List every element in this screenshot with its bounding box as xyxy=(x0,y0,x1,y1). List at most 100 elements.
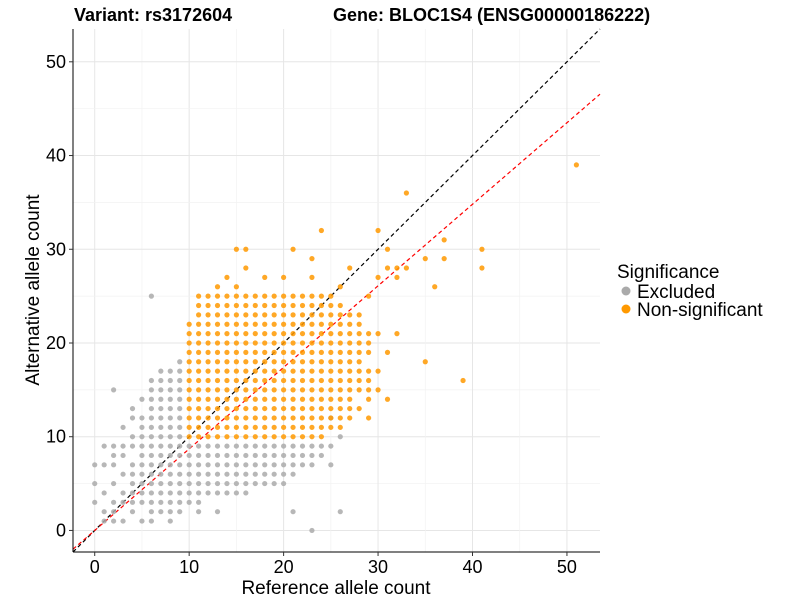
point-non-significant xyxy=(262,302,268,309)
point-non-significant xyxy=(271,321,277,327)
point-non-significant xyxy=(196,387,202,393)
point-non-significant xyxy=(224,340,230,346)
point-excluded xyxy=(177,462,183,468)
point-excluded xyxy=(129,443,136,449)
point-non-significant xyxy=(441,237,447,243)
point-excluded xyxy=(167,471,173,477)
x-tick-label: 10 xyxy=(179,557,199,577)
point-non-significant xyxy=(233,340,239,346)
point-non-significant xyxy=(196,302,202,309)
point-non-significant xyxy=(318,227,324,234)
point-excluded xyxy=(205,480,211,487)
point-excluded xyxy=(158,499,164,505)
point-non-significant xyxy=(318,396,324,402)
point-excluded xyxy=(177,490,183,496)
point-non-significant xyxy=(347,396,353,402)
point-non-significant xyxy=(290,387,296,393)
point-non-significant xyxy=(299,349,306,355)
point-excluded xyxy=(196,443,202,449)
point-non-significant xyxy=(290,331,296,337)
point-non-significant xyxy=(573,162,579,168)
point-excluded xyxy=(148,405,154,412)
point-non-significant xyxy=(214,340,221,346)
point-excluded xyxy=(214,480,221,487)
point-excluded xyxy=(177,405,183,412)
point-non-significant xyxy=(366,396,372,402)
point-non-significant xyxy=(337,302,343,309)
y-tick-label: 50 xyxy=(46,52,66,72)
legend-title: Significance xyxy=(617,262,719,283)
point-non-significant xyxy=(422,359,428,365)
point-non-significant xyxy=(356,312,362,318)
point-excluded xyxy=(309,462,315,468)
point-non-significant xyxy=(318,302,324,309)
point-excluded xyxy=(290,452,296,459)
point-non-significant xyxy=(394,274,400,280)
point-non-significant xyxy=(309,368,315,374)
point-non-significant xyxy=(262,387,268,393)
point-non-significant xyxy=(375,368,381,374)
y-tick-label: 10 xyxy=(46,427,66,447)
point-non-significant xyxy=(262,321,268,327)
point-excluded xyxy=(177,499,183,505)
point-excluded xyxy=(148,518,154,524)
point-excluded xyxy=(271,452,277,459)
point-non-significant xyxy=(318,312,324,318)
point-non-significant xyxy=(214,387,221,393)
point-excluded xyxy=(205,490,211,496)
point-non-significant xyxy=(224,368,230,374)
point-excluded xyxy=(299,462,306,468)
point-non-significant xyxy=(337,405,343,412)
point-non-significant xyxy=(196,405,202,412)
point-non-significant xyxy=(262,396,268,402)
point-excluded xyxy=(129,499,136,505)
point-non-significant xyxy=(271,340,277,346)
point-non-significant xyxy=(262,405,268,412)
point-excluded xyxy=(328,443,334,449)
point-excluded xyxy=(318,443,324,449)
point-excluded xyxy=(177,471,183,477)
point-excluded xyxy=(177,387,183,393)
point-non-significant xyxy=(243,434,249,440)
point-non-significant xyxy=(224,312,230,318)
point-non-significant xyxy=(309,405,315,412)
legend-key-non-significant xyxy=(621,304,631,314)
point-non-significant xyxy=(366,349,372,355)
point-non-significant xyxy=(366,293,372,299)
point-non-significant xyxy=(214,424,221,430)
point-non-significant xyxy=(328,340,334,346)
point-non-significant xyxy=(205,293,211,299)
point-excluded xyxy=(129,480,136,487)
point-non-significant xyxy=(243,387,249,393)
point-non-significant xyxy=(375,387,381,393)
point-non-significant xyxy=(432,284,438,290)
point-excluded xyxy=(281,443,287,449)
point-excluded xyxy=(158,405,164,412)
point-excluded xyxy=(281,452,287,459)
point-excluded xyxy=(214,462,221,468)
x-axis-title: Reference allele count xyxy=(241,578,431,599)
point-excluded xyxy=(139,518,145,524)
point-non-significant xyxy=(347,387,353,393)
point-non-significant xyxy=(214,415,221,421)
x-tick-label: 20 xyxy=(274,557,294,577)
point-excluded xyxy=(177,443,183,449)
point-excluded xyxy=(167,443,173,449)
point-non-significant xyxy=(290,293,296,299)
point-non-significant xyxy=(281,312,287,318)
point-excluded xyxy=(139,480,145,487)
point-non-significant xyxy=(299,387,306,393)
point-excluded xyxy=(243,471,249,477)
point-excluded xyxy=(129,405,136,412)
point-non-significant xyxy=(384,396,391,402)
point-non-significant xyxy=(243,377,249,384)
point-non-significant xyxy=(262,359,268,365)
point-non-significant xyxy=(318,368,324,374)
point-non-significant xyxy=(309,424,315,430)
point-non-significant xyxy=(196,349,202,355)
point-non-significant xyxy=(299,340,306,346)
point-non-significant xyxy=(262,349,268,355)
point-non-significant xyxy=(318,387,324,393)
point-excluded xyxy=(243,443,249,449)
